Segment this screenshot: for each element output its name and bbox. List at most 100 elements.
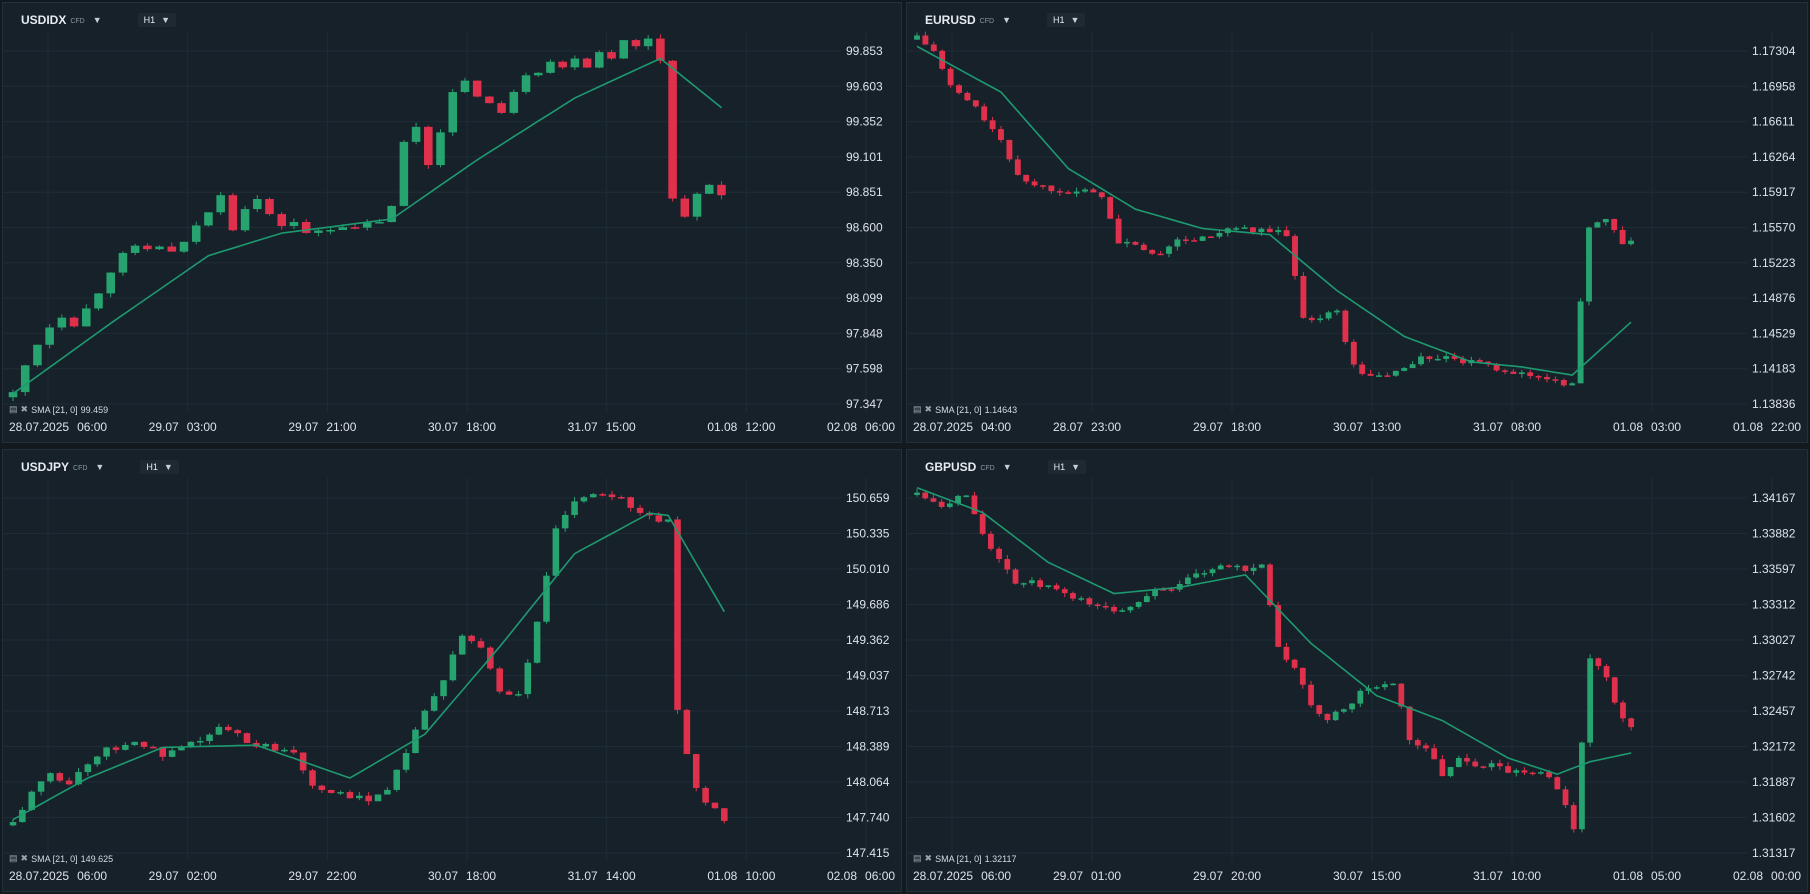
candle[interactable]: [1390, 683, 1397, 686]
candlestick-chart[interactable]: 99.853 99.603 99.352 99.101 98.851 98.600 98.3…: [3, 3, 901, 442]
candle[interactable]: [1359, 361, 1366, 376]
candle[interactable]: [374, 794, 382, 802]
candle[interactable]: [1250, 563, 1257, 576]
candle[interactable]: [449, 651, 457, 682]
candle[interactable]: [430, 693, 438, 712]
candle[interactable]: [93, 755, 101, 767]
candle[interactable]: [1070, 591, 1076, 602]
candle[interactable]: [84, 763, 92, 776]
symbol-name[interactable]: EURUSD: [925, 13, 976, 27]
candle[interactable]: [122, 742, 129, 751]
candle[interactable]: [1439, 755, 1446, 777]
candle[interactable]: [1611, 676, 1618, 705]
candle[interactable]: [20, 364, 30, 396]
candle[interactable]: [399, 140, 409, 207]
candle[interactable]: [1431, 744, 1438, 760]
candle[interactable]: [436, 129, 445, 168]
candle[interactable]: [717, 181, 726, 200]
candle[interactable]: [1376, 371, 1382, 377]
candle[interactable]: [216, 192, 225, 216]
candle[interactable]: [240, 205, 250, 233]
candle[interactable]: [1020, 582, 1027, 588]
candle[interactable]: [485, 95, 494, 104]
candle[interactable]: [277, 211, 287, 230]
candle[interactable]: [1340, 708, 1347, 714]
candle[interactable]: [947, 66, 954, 88]
candle[interactable]: [56, 771, 64, 783]
candle[interactable]: [1521, 767, 1528, 775]
candle[interactable]: [1628, 237, 1634, 246]
candle[interactable]: [155, 245, 164, 251]
candle[interactable]: [1132, 241, 1139, 246]
candle[interactable]: [702, 785, 709, 806]
candle[interactable]: [1392, 370, 1399, 377]
candle[interactable]: [1040, 184, 1046, 190]
candle[interactable]: [956, 83, 962, 95]
candle[interactable]: [309, 768, 316, 789]
candle[interactable]: [1283, 642, 1290, 663]
candle[interactable]: [1460, 355, 1466, 366]
candle[interactable]: [448, 88, 458, 136]
candle[interactable]: [1006, 139, 1013, 163]
candle[interactable]: [721, 808, 728, 824]
candle[interactable]: [290, 745, 298, 755]
candle[interactable]: [570, 55, 580, 70]
candle[interactable]: [1242, 565, 1249, 573]
candle[interactable]: [289, 218, 299, 229]
candle[interactable]: [196, 736, 204, 747]
candle[interactable]: [1628, 717, 1635, 731]
candle[interactable]: [1443, 353, 1450, 363]
candle[interactable]: [704, 183, 714, 194]
candle[interactable]: [424, 125, 433, 169]
candle[interactable]: [318, 784, 326, 793]
candle[interactable]: [1538, 770, 1544, 775]
chart-panel-gbpusd[interactable]: GBPUSD CFD ▼ H1 ▼ ▤ ✖ SMA [21, 0] 1.32117 1.34167…: [906, 449, 1808, 892]
candle[interactable]: [607, 49, 616, 61]
candle[interactable]: [521, 72, 531, 95]
candle[interactable]: [1191, 237, 1198, 242]
candle[interactable]: [1234, 563, 1241, 571]
candle[interactable]: [281, 747, 288, 753]
candle[interactable]: [1406, 706, 1413, 745]
candle[interactable]: [314, 228, 323, 237]
candle[interactable]: [1241, 224, 1248, 229]
candle[interactable]: [1143, 592, 1150, 603]
candle[interactable]: [1342, 309, 1349, 345]
candle[interactable]: [411, 122, 421, 145]
candle[interactable]: [28, 790, 35, 811]
timeframe-select[interactable]: H1 ▼: [1046, 13, 1086, 27]
candle[interactable]: [1135, 601, 1142, 609]
candle[interactable]: [1579, 741, 1585, 833]
candle[interactable]: [680, 195, 690, 218]
candle[interactable]: [1527, 369, 1534, 379]
candle[interactable]: [1382, 681, 1388, 691]
candle[interactable]: [668, 60, 677, 202]
candle[interactable]: [938, 499, 945, 509]
candle[interactable]: [515, 690, 522, 697]
candle[interactable]: [253, 739, 260, 749]
candle[interactable]: [1317, 314, 1324, 323]
candle[interactable]: [608, 490, 616, 501]
candle[interactable]: [1124, 238, 1130, 248]
candle[interactable]: [440, 679, 447, 700]
candle[interactable]: [1357, 688, 1364, 708]
candle[interactable]: [1127, 606, 1134, 613]
candle[interactable]: [118, 251, 128, 276]
candle[interactable]: [1199, 235, 1206, 242]
candle[interactable]: [1367, 369, 1374, 377]
candle[interactable]: [365, 791, 372, 806]
candle[interactable]: [472, 80, 482, 98]
candle[interactable]: [1409, 361, 1416, 369]
symbol-dropdown-icon[interactable]: ▼: [95, 462, 105, 472]
candle[interactable]: [1332, 710, 1339, 721]
candle[interactable]: [384, 787, 391, 795]
candle[interactable]: [301, 219, 311, 234]
candle[interactable]: [262, 742, 269, 748]
candle[interactable]: [168, 747, 176, 758]
candle[interactable]: [1174, 236, 1181, 251]
candle[interactable]: [1496, 759, 1503, 771]
candle[interactable]: [1325, 310, 1332, 321]
indicator-remove-icon[interactable]: ✖: [924, 404, 933, 414]
candle[interactable]: [1300, 272, 1307, 319]
candle[interactable]: [224, 724, 232, 732]
